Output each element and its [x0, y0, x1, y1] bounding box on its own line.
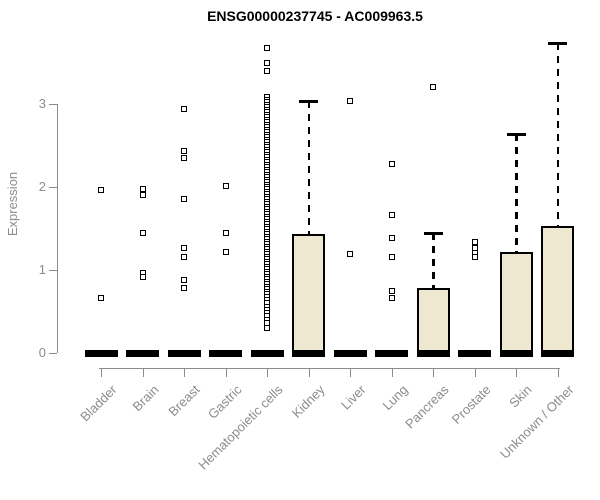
- outlier-point: [181, 276, 187, 283]
- median-bar: [84, 350, 118, 357]
- outlier-point: [388, 160, 395, 167]
- outlier-point: [388, 212, 395, 219]
- y-axis-tick: [49, 353, 57, 354]
- whisker-cap: [423, 232, 443, 236]
- whisker-cap: [506, 132, 526, 136]
- outlier-point: [388, 295, 395, 302]
- whisker-cap: [299, 99, 318, 103]
- outlier-point: [139, 229, 146, 236]
- outlier-point: [264, 60, 270, 67]
- outlier-point: [222, 248, 229, 255]
- median-bar: [333, 350, 367, 357]
- x-axis-tick: [225, 368, 227, 377]
- x-axis-tick: [267, 368, 268, 377]
- x-axis-tick: [433, 368, 434, 377]
- outlier-point: [430, 84, 436, 91]
- outlier-point: [181, 105, 187, 112]
- whisker-line: [307, 100, 310, 235]
- chart-title: ENSG00000237745 - AC009963.5: [207, 8, 423, 24]
- x-axis-tick: [474, 368, 476, 377]
- box: [541, 226, 574, 356]
- median-bar: [541, 350, 574, 357]
- y-axis-tick: [49, 187, 57, 188]
- x-axis-tick: [350, 368, 351, 377]
- outlier-point: [222, 230, 229, 237]
- outlier-point: [264, 44, 270, 51]
- whisker-line: [515, 133, 518, 252]
- x-axis-tick: [101, 368, 102, 377]
- outlier-point: [181, 148, 187, 155]
- outlier-point: [139, 185, 146, 192]
- box: [292, 234, 325, 356]
- median-bar: [167, 350, 201, 357]
- outlier-point: [471, 238, 478, 245]
- y-tick-label: 2: [38, 179, 46, 194]
- outlier-point: [347, 97, 353, 104]
- outlier-point: [181, 245, 187, 252]
- y-axis-tick: [49, 270, 57, 271]
- whisker-cap: [548, 41, 567, 45]
- median-bar: [250, 350, 284, 357]
- outlier-point: [347, 251, 353, 258]
- x-axis-tick: [308, 368, 310, 377]
- outlier-point: [181, 285, 187, 292]
- median-bar: [209, 350, 242, 357]
- outlier-point: [98, 295, 104, 302]
- outlier-point: [388, 287, 395, 294]
- median-bar: [416, 350, 450, 357]
- outlier-point: [264, 67, 270, 74]
- median-bar: [292, 350, 325, 357]
- x-axis-tick: [142, 368, 144, 377]
- y-tick-label: 0: [38, 345, 46, 360]
- x-axis-tick: [184, 368, 185, 377]
- box: [416, 288, 450, 356]
- y-axis-tick: [49, 104, 57, 105]
- outlier-point: [98, 187, 104, 194]
- whisker-line: [432, 233, 435, 289]
- median-bar: [499, 350, 533, 357]
- outlier-point: [139, 192, 146, 199]
- x-axis-tick: [391, 368, 393, 377]
- outlier-point: [388, 253, 395, 260]
- outlier-point: [181, 195, 187, 202]
- whisker-line: [556, 42, 559, 226]
- median-bar: [375, 350, 408, 357]
- x-axis-tick: [516, 368, 517, 377]
- outlier-point: [264, 325, 270, 332]
- x-axis-tick: [557, 368, 559, 377]
- x-axis-line: [99, 368, 560, 369]
- median-bar: [458, 350, 491, 357]
- y-tick-label: 1: [38, 262, 46, 277]
- outlier-point: [139, 273, 146, 280]
- box: [499, 251, 533, 356]
- y-axis-line: [57, 104, 58, 353]
- outlier-point: [388, 234, 395, 241]
- outlier-point: [181, 253, 187, 260]
- outlier-point: [222, 183, 229, 190]
- outlier-point: [471, 253, 478, 260]
- median-bar: [126, 350, 159, 357]
- outlier-point: [181, 154, 187, 161]
- y-tick-label: 3: [38, 96, 46, 111]
